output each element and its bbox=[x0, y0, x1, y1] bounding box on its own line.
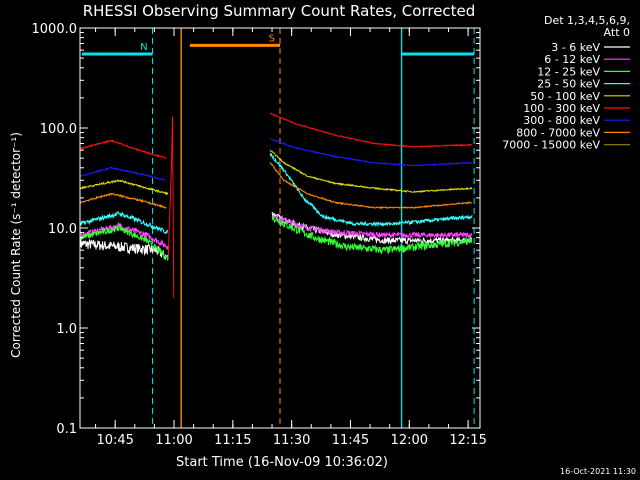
legend-label-6: 300 - 800 keV bbox=[523, 114, 600, 127]
flags-layer: NS bbox=[81, 33, 475, 56]
series-6-post bbox=[270, 138, 473, 167]
series-5-post bbox=[269, 112, 473, 148]
legend-label-5: 100 - 300 keV bbox=[523, 102, 600, 115]
y-tick-label-1: 1.0 bbox=[56, 322, 77, 337]
legend-label-1: 6 - 12 keV bbox=[544, 53, 600, 66]
series-3-post bbox=[269, 153, 473, 228]
footer-timestamp: 16-Oct-2021 11:30 bbox=[560, 467, 636, 476]
y-tick-label-0: 0.1 bbox=[56, 422, 77, 437]
series-layer bbox=[80, 112, 473, 298]
legend-label-3: 25 - 50 keV bbox=[537, 78, 600, 91]
y-tick-label-4: 1000.0 bbox=[32, 22, 78, 37]
series-7-pre bbox=[80, 192, 167, 209]
legend-label-0: 3 - 6 keV bbox=[551, 41, 600, 54]
y-tick-label-3: 100.0 bbox=[40, 122, 77, 137]
series-3-pre bbox=[80, 211, 169, 235]
flag-label-S: S bbox=[269, 33, 275, 44]
x-axis-ticks: 10:45 11:00 11:15 11:30 11:45 12:00 12:15 bbox=[95, 28, 487, 448]
series-6-pre bbox=[80, 166, 167, 181]
legend-title-line-1: Det 1,3,4,5,6,9, bbox=[544, 14, 630, 27]
x-axis-label: Start Time (16-Nov-09 10:36:02) bbox=[176, 455, 388, 470]
series-4-post bbox=[269, 149, 473, 193]
chart-title: RHESSI Observing Summary Count Rates, Co… bbox=[83, 2, 476, 20]
flag-label-N: N bbox=[140, 42, 147, 53]
legend-title-line-2: Att 0 bbox=[604, 26, 630, 39]
y-axis-label: Corrected Count Rate (s⁻¹ detector⁻¹) bbox=[9, 132, 23, 358]
legend-label-7: 800 - 7000 keV bbox=[516, 126, 600, 139]
x-tick-label-3: 11:30 bbox=[273, 433, 310, 448]
series-2-post bbox=[271, 214, 473, 256]
spike-trace bbox=[167, 116, 175, 298]
series-4-pre bbox=[80, 179, 169, 196]
legend-label-8: 7000 - 15000 keV bbox=[502, 139, 600, 152]
x-tick-label-6: 12:15 bbox=[449, 433, 486, 448]
legend-label-4: 50 - 100 keV bbox=[530, 90, 600, 103]
series-7-post bbox=[269, 161, 473, 210]
series-2-pre bbox=[80, 224, 169, 261]
x-tick-label-1: 11:00 bbox=[155, 433, 192, 448]
series-5-pre bbox=[80, 139, 167, 159]
x-tick-label-0: 10:45 bbox=[96, 433, 133, 448]
series-1-pre bbox=[80, 221, 169, 251]
x-tick-label-5: 12:00 bbox=[391, 433, 428, 448]
series-1-post bbox=[271, 214, 473, 240]
legend-label-2: 12 - 25 keV bbox=[537, 65, 600, 78]
y-tick-label-2: 10.0 bbox=[48, 222, 77, 237]
y-axis-ticks: 0.1 1.0 10.0 100.0 1000.0 bbox=[32, 22, 480, 437]
x-tick-label-4: 11:45 bbox=[332, 433, 369, 448]
x-tick-label-2: 11:15 bbox=[214, 433, 251, 448]
